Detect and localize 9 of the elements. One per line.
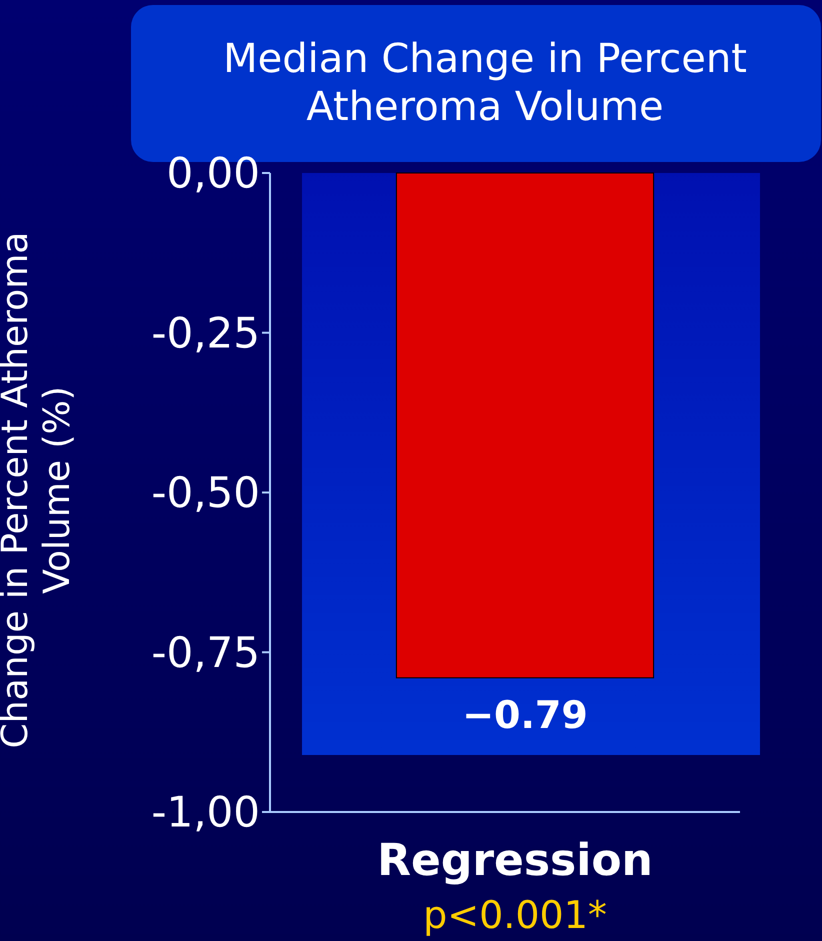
y-tick-label: -1,00 bbox=[151, 788, 260, 837]
y-tick-label: 0,00 bbox=[166, 148, 260, 198]
x-tick-label: Regression bbox=[377, 835, 653, 886]
chart-title: Median Change in Percent Atheroma Volume bbox=[223, 36, 747, 130]
y-tick-label: -0,25 bbox=[151, 308, 260, 358]
text: p<0.001* bbox=[423, 893, 607, 937]
y-tick-label: -0,50 bbox=[151, 468, 260, 518]
y-tick-label: -0,75 bbox=[151, 628, 260, 677]
data-label: −0.79 bbox=[462, 692, 588, 737]
